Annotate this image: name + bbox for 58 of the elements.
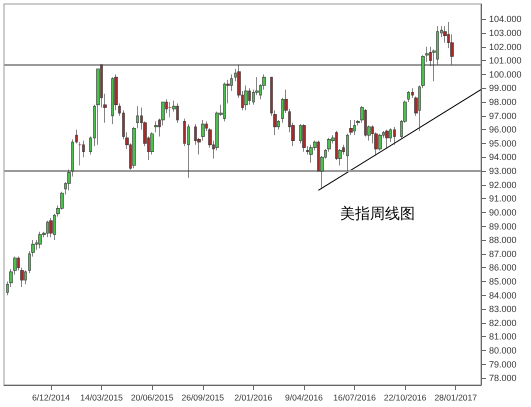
candlestick: [346, 133, 349, 172]
candlestick: [111, 76, 114, 124]
candlestick: [223, 82, 226, 122]
x-tick-label: 28/01/2017: [434, 392, 478, 402]
x-tick-label: 22/10/2016: [384, 392, 427, 402]
y-tick-label: 91.000: [489, 194, 517, 204]
y-tick-label: 86.000: [489, 262, 517, 273]
x-tick-label: 14/03/2015: [80, 392, 124, 402]
y-tick-label: 79.000: [489, 359, 517, 370]
y-tick-label: 92.000: [489, 180, 517, 190]
y-tick-label: 78.000: [489, 373, 517, 384]
candlestick: [38, 231, 42, 249]
y-tick-label: 88.000: [489, 235, 517, 246]
y-tick-label: 84.000: [489, 290, 517, 300]
y-tick-label: 99.000: [489, 83, 517, 94]
y-tick-label: 104.000: [489, 14, 522, 24]
y-tick-label: 94.000: [489, 152, 517, 162]
y-tick-label: 93.000: [489, 166, 517, 176]
y-tick-label: 80.000: [489, 345, 517, 356]
y-tick-label: 81.000: [489, 332, 517, 342]
y-tick-label: 103.000: [489, 28, 522, 38]
y-tick-label: 89.000: [489, 221, 517, 232]
x-tick-label: 20/06/2015: [130, 392, 174, 402]
x-tick-label: 6/12/2014: [32, 392, 70, 402]
x-tick-label: 2/01/2016: [234, 392, 273, 402]
candlestick: [46, 220, 49, 238]
candlestick: [385, 129, 389, 150]
y-tick-label: 102.000: [489, 42, 522, 52]
candlestick: [353, 120, 356, 136]
candlestick: [154, 121, 158, 133]
candlestick: [309, 144, 313, 164]
x-tick-label: 16/07/2016: [333, 392, 376, 402]
y-tick-label: 95.000: [489, 138, 517, 148]
candlestick: [364, 108, 367, 137]
candlestick: [244, 85, 248, 111]
x-tick-label: 9/04/2016: [285, 392, 324, 402]
candlestick: [176, 103, 179, 124]
y-tick-label: 85.000: [489, 276, 517, 286]
candlestick: [24, 270, 27, 285]
y-tick-label: 82.000: [489, 318, 517, 328]
candlestick: [136, 106, 139, 129]
candlestick: [96, 68, 100, 146]
y-tick-label: 90.000: [489, 207, 517, 218]
candlestick: [302, 124, 306, 152]
candlestick: [49, 218, 53, 238]
y-tick-label: 97.000: [489, 110, 517, 121]
candlestick: [132, 126, 136, 169]
y-tick-label: 83.000: [489, 304, 517, 314]
candlestick: [349, 120, 353, 136]
y-tick-label: 98.000: [489, 97, 517, 108]
y-tick-label: 96.000: [489, 124, 517, 135]
y-tick-label: 101.000: [489, 56, 522, 66]
x-tick-label: 26/09/2015: [181, 392, 224, 402]
candlestick: [168, 102, 172, 118]
candlestick: [393, 126, 396, 146]
y-tick-label: 87.000: [489, 248, 517, 259]
y-tick-label: 100.000: [489, 69, 522, 80]
annotation: 美指周线图: [340, 204, 415, 222]
